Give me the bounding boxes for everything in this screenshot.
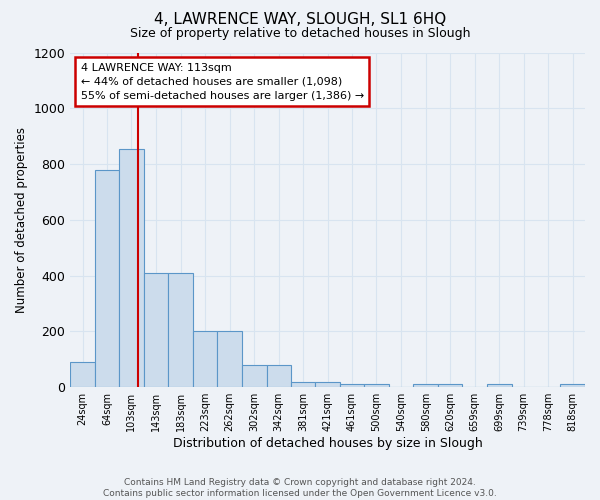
Bar xyxy=(438,384,462,387)
Bar xyxy=(316,382,340,387)
Bar xyxy=(169,273,193,387)
Bar xyxy=(119,148,144,387)
Text: 4, LAWRENCE WAY, SLOUGH, SL1 6HQ: 4, LAWRENCE WAY, SLOUGH, SL1 6HQ xyxy=(154,12,446,28)
Bar xyxy=(144,273,169,387)
Bar xyxy=(487,384,512,387)
Text: Contains HM Land Registry data © Crown copyright and database right 2024.
Contai: Contains HM Land Registry data © Crown c… xyxy=(103,478,497,498)
Bar xyxy=(290,382,316,387)
Bar xyxy=(217,332,242,387)
Bar xyxy=(70,362,95,387)
Bar xyxy=(95,170,119,387)
Bar xyxy=(266,365,290,387)
Y-axis label: Number of detached properties: Number of detached properties xyxy=(15,127,28,313)
X-axis label: Distribution of detached houses by size in Slough: Distribution of detached houses by size … xyxy=(173,437,482,450)
Bar xyxy=(413,384,438,387)
Bar xyxy=(560,384,585,387)
Bar xyxy=(193,332,217,387)
Text: 4 LAWRENCE WAY: 113sqm
← 44% of detached houses are smaller (1,098)
55% of semi-: 4 LAWRENCE WAY: 113sqm ← 44% of detached… xyxy=(80,62,364,100)
Bar xyxy=(242,365,266,387)
Bar xyxy=(340,384,364,387)
Text: Size of property relative to detached houses in Slough: Size of property relative to detached ho… xyxy=(130,28,470,40)
Bar xyxy=(364,384,389,387)
